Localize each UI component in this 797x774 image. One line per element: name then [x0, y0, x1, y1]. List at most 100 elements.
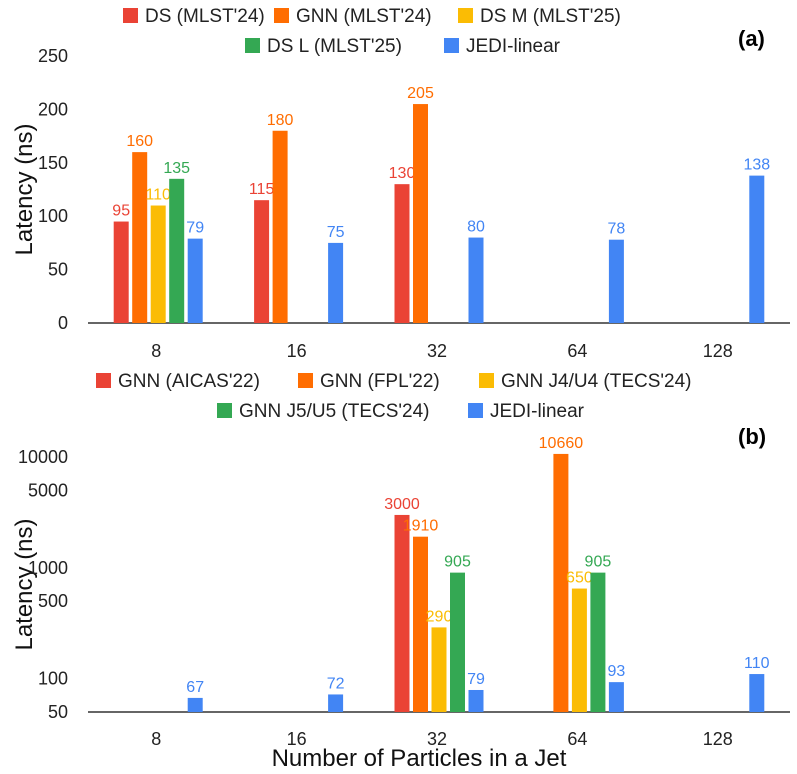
legend-swatch — [123, 8, 138, 23]
bar[interactable] — [608, 682, 624, 712]
data-label: 110 — [744, 655, 770, 672]
data-label: 93 — [608, 663, 626, 680]
legend-item[interactable]: JEDI-linear — [468, 401, 585, 422]
data-label: 160 — [126, 133, 153, 150]
legend-label: DS L (MLST'25) — [267, 36, 402, 57]
legend-label: DS (MLST'24) — [145, 6, 265, 27]
bar[interactable] — [468, 689, 484, 712]
bar[interactable] — [749, 175, 765, 323]
bar[interactable] — [187, 238, 203, 323]
data-label: 3000 — [384, 496, 420, 513]
bar[interactable] — [328, 694, 344, 712]
data-label: 80 — [467, 219, 485, 236]
bar[interactable] — [187, 697, 203, 712]
legend-label: GNN J5/U5 (TECS'24) — [239, 401, 430, 422]
bar[interactable] — [328, 242, 344, 323]
y-tick-label: 500 — [38, 591, 68, 611]
data-label: 72 — [327, 675, 345, 692]
bar[interactable] — [132, 152, 148, 323]
legend-item[interactable]: DS M (MLST'25) — [458, 6, 621, 27]
bar[interactable] — [431, 627, 447, 712]
y-tick-label: 250 — [38, 46, 68, 66]
bar[interactable] — [468, 237, 484, 323]
bar[interactable] — [608, 239, 624, 323]
bar[interactable] — [413, 536, 428, 712]
legend-label: JEDI-linear — [466, 36, 561, 57]
bar[interactable] — [749, 674, 765, 712]
x-tick-label: 8 — [151, 729, 161, 749]
y-tick-label: 150 — [38, 153, 68, 173]
data-label: 205 — [407, 85, 434, 102]
bar[interactable] — [394, 514, 410, 712]
bar[interactable] — [553, 453, 569, 712]
bar[interactable] — [413, 104, 428, 323]
panel-label: (a) — [738, 26, 765, 51]
data-label: 138 — [743, 157, 770, 174]
panel-label: (b) — [738, 424, 766, 449]
legend-item[interactable]: GNN (AICAS'22) — [96, 371, 260, 392]
legend-item[interactable]: GNN (MLST'24) — [274, 6, 432, 27]
legend-swatch — [245, 38, 260, 53]
data-label: 650 — [566, 570, 593, 587]
legend-item[interactable]: GNN J4/U4 (TECS'24) — [479, 371, 692, 392]
legend-label: GNN J4/U4 (TECS'24) — [501, 371, 692, 392]
y-tick-label: 1000 — [28, 558, 68, 578]
x-tick-label: 16 — [287, 341, 307, 361]
data-label: 75 — [327, 224, 345, 241]
legend-swatch — [479, 373, 494, 388]
panel-b: GNN (AICAS'22) GNN (FPL'22) GNN J4/U4 (TEC… — [11, 371, 790, 772]
bar[interactable] — [590, 572, 606, 712]
bar[interactable] — [571, 588, 587, 712]
legend-swatch — [217, 403, 232, 418]
x-tick-label: 128 — [703, 341, 733, 361]
legend-label: GNN (MLST'24) — [296, 6, 432, 27]
legend-label: GNN (FPL'22) — [320, 371, 440, 392]
y-tick-label: 50 — [48, 260, 68, 280]
data-label: 78 — [608, 221, 626, 238]
bar[interactable] — [394, 184, 410, 323]
data-label: 115 — [249, 181, 275, 198]
x-tick-label: 32 — [427, 341, 447, 361]
bar[interactable] — [254, 200, 270, 323]
x-tick-label: 64 — [567, 729, 587, 749]
bar[interactable] — [169, 178, 185, 323]
legend-item[interactable]: GNN (FPL'22) — [298, 371, 440, 392]
y-tick-label: 10000 — [18, 447, 68, 467]
x-tick-label: 128 — [703, 729, 733, 749]
data-label: 180 — [267, 112, 294, 129]
bar[interactable] — [113, 221, 129, 323]
data-label: 79 — [186, 220, 204, 237]
data-label: 110 — [145, 187, 171, 204]
legend-swatch — [468, 403, 483, 418]
data-label: 135 — [163, 160, 190, 177]
bar[interactable] — [272, 130, 288, 323]
y-tick-label: 0 — [58, 313, 68, 333]
x-axis-label: Number of Particles in a Jet — [272, 745, 567, 772]
legend-item[interactable]: JEDI-linear — [444, 36, 561, 57]
y-tick-label: 100 — [38, 669, 68, 689]
bar[interactable] — [450, 572, 465, 712]
legend-item[interactable]: DS L (MLST'25) — [245, 36, 402, 57]
x-tick-label: 64 — [567, 341, 587, 361]
legend-item[interactable]: GNN J5/U5 (TECS'24) — [217, 401, 430, 422]
data-label: 905 — [444, 554, 471, 571]
legend-item[interactable]: DS (MLST'24) — [123, 6, 265, 27]
data-label: 67 — [186, 679, 204, 696]
y-axis-label: Latency (ns) — [11, 123, 38, 255]
data-label: 290 — [426, 608, 453, 625]
y-tick-label: 5000 — [28, 480, 68, 500]
y-tick-label: 100 — [38, 206, 68, 226]
legend-swatch — [458, 8, 473, 23]
legend-swatch — [298, 373, 313, 388]
legend-swatch — [274, 8, 289, 23]
legend-swatch — [96, 373, 111, 388]
panel-a: DS (MLST'24) GNN (MLST'24) DS M (MLST'25) D… — [11, 6, 790, 361]
y-tick-label: 200 — [38, 99, 68, 119]
legend-label: DS M (MLST'25) — [480, 6, 621, 27]
bar[interactable] — [150, 205, 166, 323]
y-axis-label: Latency (ns) — [11, 518, 38, 650]
data-label: 1910 — [403, 518, 439, 535]
x-tick-label: 32 — [427, 729, 447, 749]
legend-label: GNN (AICAS'22) — [118, 371, 260, 392]
